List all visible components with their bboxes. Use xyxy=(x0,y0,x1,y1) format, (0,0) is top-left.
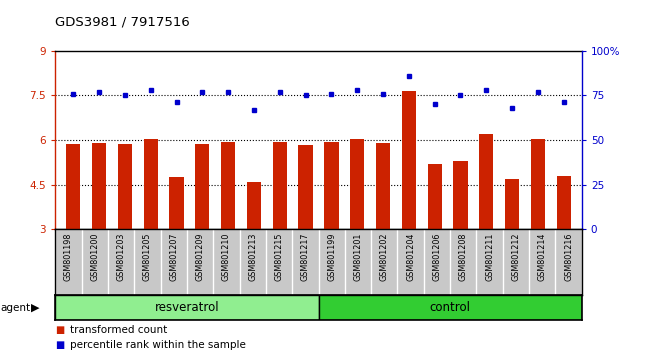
Text: GSM801200: GSM801200 xyxy=(90,233,99,281)
Text: GSM801205: GSM801205 xyxy=(143,233,152,281)
Bar xyxy=(92,143,106,229)
Bar xyxy=(479,134,493,229)
Bar xyxy=(428,164,442,229)
Bar xyxy=(453,161,467,229)
Text: GSM801210: GSM801210 xyxy=(222,233,231,281)
Text: transformed count: transformed count xyxy=(70,325,167,335)
Bar xyxy=(118,144,132,229)
Text: GSM801202: GSM801202 xyxy=(380,233,389,281)
Text: ■: ■ xyxy=(55,341,64,350)
Bar xyxy=(324,142,339,229)
Bar xyxy=(505,179,519,229)
Text: GSM801198: GSM801198 xyxy=(64,233,73,281)
Bar xyxy=(531,138,545,229)
Bar xyxy=(376,143,390,229)
Text: GSM801207: GSM801207 xyxy=(169,233,178,281)
Text: GSM801209: GSM801209 xyxy=(196,233,205,281)
Bar xyxy=(273,142,287,229)
Bar xyxy=(350,138,364,229)
Text: GSM801203: GSM801203 xyxy=(116,233,125,281)
Bar xyxy=(298,145,313,229)
Text: GSM801204: GSM801204 xyxy=(406,233,415,281)
Text: GSM801206: GSM801206 xyxy=(432,233,441,281)
Text: GSM801201: GSM801201 xyxy=(354,233,363,281)
Bar xyxy=(556,176,571,229)
Text: GSM801214: GSM801214 xyxy=(538,233,547,281)
Text: agent: agent xyxy=(0,303,30,313)
Text: GSM801215: GSM801215 xyxy=(274,233,283,281)
Text: GSM801216: GSM801216 xyxy=(564,233,573,281)
FancyBboxPatch shape xyxy=(318,295,582,320)
Text: GSM801211: GSM801211 xyxy=(485,233,494,281)
Text: percentile rank within the sample: percentile rank within the sample xyxy=(70,341,246,350)
Text: GSM801199: GSM801199 xyxy=(327,233,336,281)
Text: GSM801217: GSM801217 xyxy=(301,233,310,281)
Text: GSM801212: GSM801212 xyxy=(512,233,521,281)
Bar xyxy=(247,182,261,229)
Text: ■: ■ xyxy=(55,325,64,335)
Text: GSM801208: GSM801208 xyxy=(459,233,468,281)
Bar xyxy=(170,177,184,229)
Text: GDS3981 / 7917516: GDS3981 / 7917516 xyxy=(55,16,190,29)
Text: resveratrol: resveratrol xyxy=(155,301,219,314)
Bar xyxy=(221,142,235,229)
Bar xyxy=(66,144,81,229)
Text: control: control xyxy=(430,301,471,314)
Text: ▶: ▶ xyxy=(31,303,40,313)
Bar xyxy=(144,138,158,229)
FancyBboxPatch shape xyxy=(55,295,318,320)
Bar xyxy=(402,91,416,229)
Bar xyxy=(195,144,209,229)
Text: GSM801213: GSM801213 xyxy=(248,233,257,281)
